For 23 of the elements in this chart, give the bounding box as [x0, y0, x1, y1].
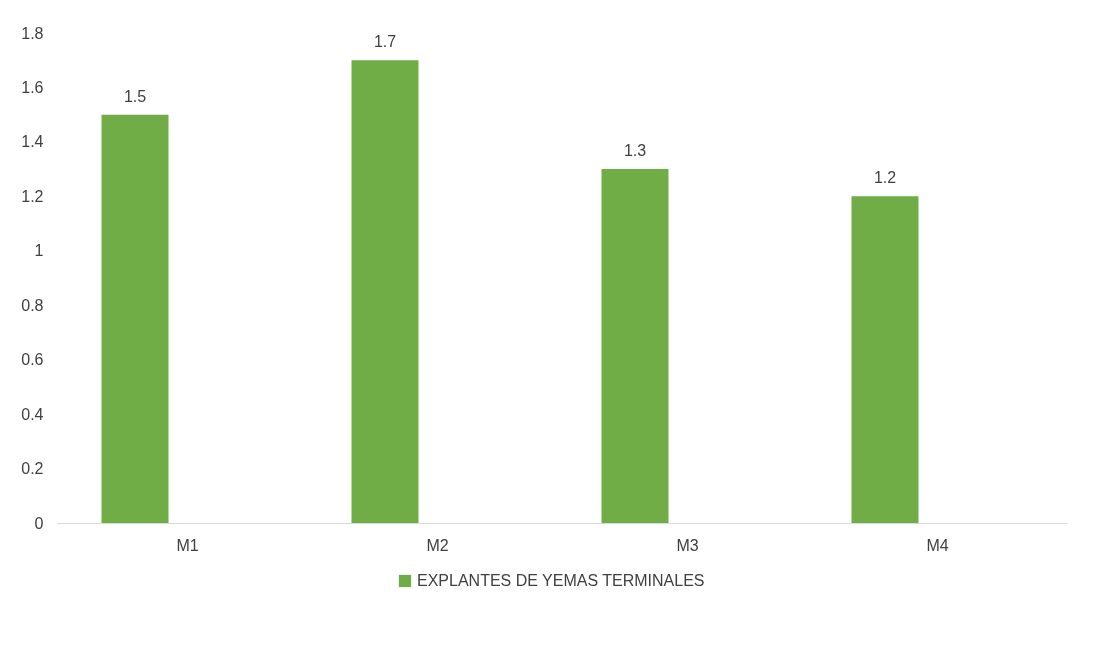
x-tick-label: M4 [926, 536, 949, 554]
data-label: 1.5 [123, 87, 147, 105]
y-tick-label: 0.2 [21, 460, 44, 478]
x-tick-label: M1 [176, 536, 199, 554]
bar [851, 196, 919, 523]
bar [101, 114, 169, 523]
bar [351, 60, 419, 523]
y-tick-label: 1.8 [21, 24, 44, 42]
y-tick-label: 1.4 [21, 133, 44, 151]
bar [601, 169, 669, 523]
y-tick-label: 0.8 [21, 296, 44, 314]
y-tick-label: 0.4 [21, 405, 44, 423]
x-tick-label: M3 [676, 536, 699, 554]
y-tick-label: 1 [34, 242, 44, 260]
legend-label: EXPLANTES DE YEMAS TERMINALES [417, 572, 705, 589]
data-label: 1.7 [373, 33, 397, 51]
y-tick-label: 1.6 [21, 78, 44, 96]
data-label: 1.2 [873, 169, 897, 187]
y-tick-label: 0.6 [21, 351, 44, 369]
y-tick-label: 0 [34, 514, 44, 532]
x-tick-label: M2 [426, 536, 449, 554]
y-tick-label: 1.2 [21, 187, 44, 205]
data-label: 1.3 [623, 142, 647, 160]
